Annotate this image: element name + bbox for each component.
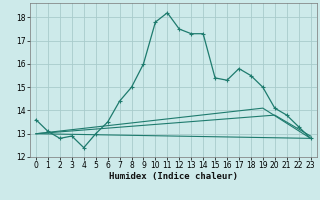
X-axis label: Humidex (Indice chaleur): Humidex (Indice chaleur) [109, 172, 238, 181]
